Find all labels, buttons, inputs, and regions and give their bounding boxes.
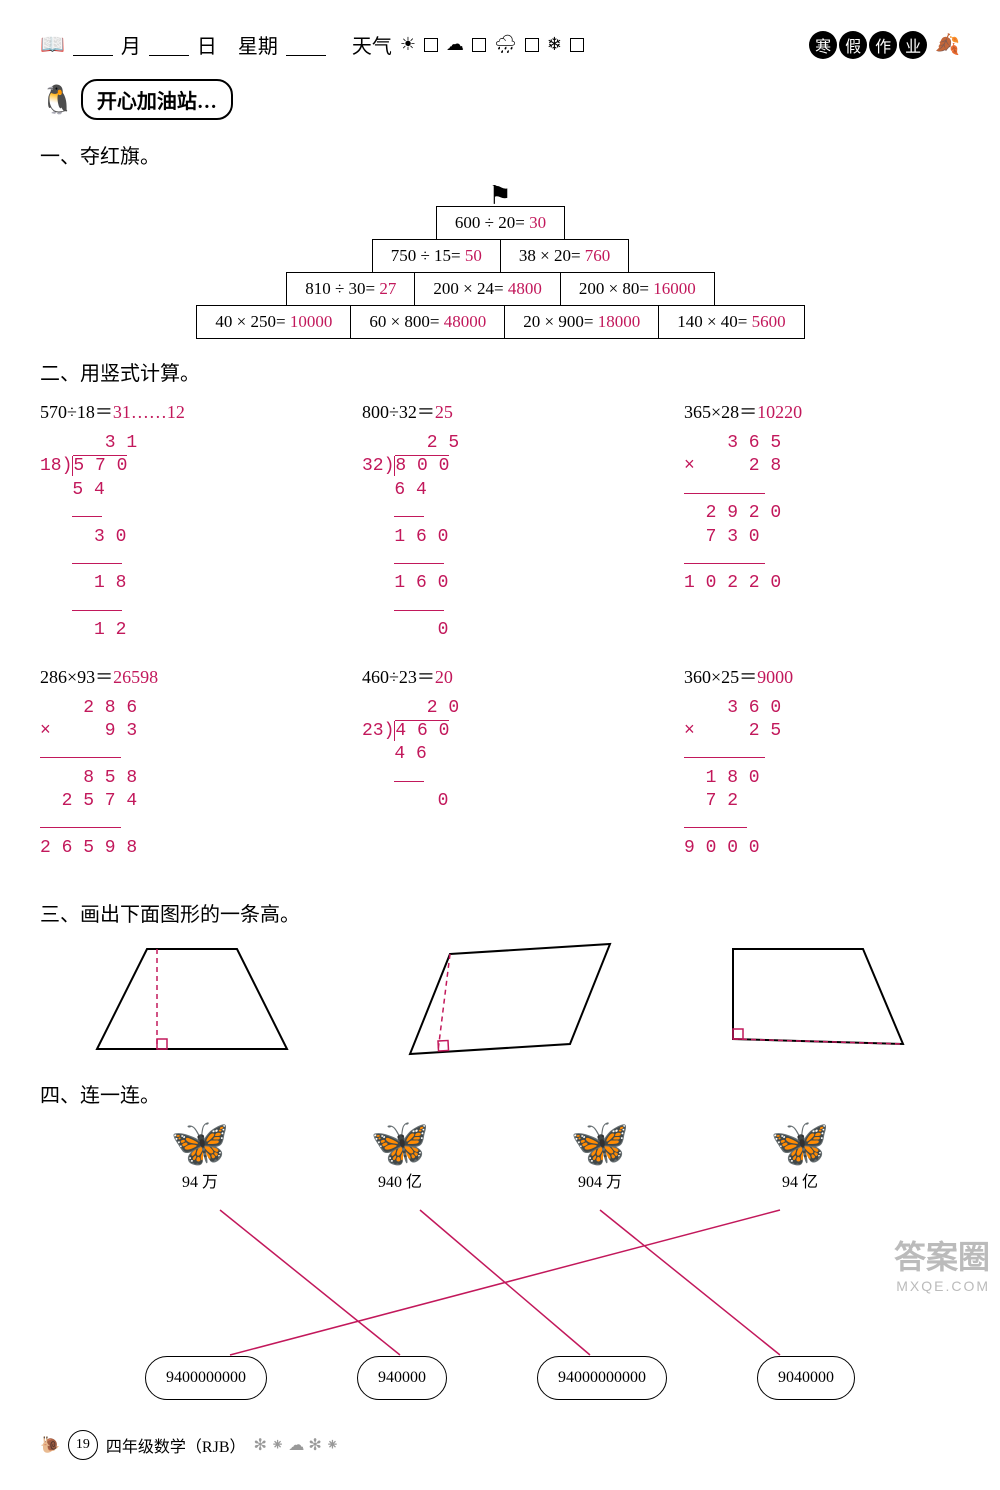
title-badge: 寒假作业: [809, 31, 927, 59]
shapes-row: [40, 939, 960, 1059]
station-banner: 🐧 开心加油站…: [40, 79, 960, 120]
weather-checkbox[interactable]: [424, 38, 438, 52]
book-icon: 📖: [40, 32, 65, 57]
cloud-item: 940000: [357, 1356, 447, 1400]
penguin-icon: 🐧: [40, 83, 75, 117]
watermark: 答案圈 MXQE.COM: [894, 1232, 990, 1294]
cloud-item: 9400000000: [145, 1356, 267, 1400]
section-4-title: 四、连一连。: [40, 1079, 960, 1108]
week-label: 星期: [238, 30, 278, 59]
station-label: 开心加油站…: [81, 79, 233, 120]
pyramid-cell: 200 × 80= 16000: [560, 272, 715, 306]
pyramid-cell: 60 × 800= 48000: [350, 305, 505, 339]
cloud-item: 9040000: [757, 1356, 855, 1400]
calc-problem: 365×28＝10220 3 6 5 × 2 8 2 9 2 0 7 3 0 1…: [684, 398, 960, 643]
snail-icon: 🐌: [40, 1435, 60, 1455]
day-blank[interactable]: [149, 34, 189, 56]
calc-problem: 286×93＝26598 2 8 6 × 9 3 8 5 8 2 5 7 4 2…: [40, 663, 316, 861]
calc-problem: 800÷32＝25 2 5 32)8 0 0 6 4 1 6 0 1 6 0 0: [362, 398, 638, 643]
pyramid-cell: 20 × 900= 18000: [504, 305, 659, 339]
page-footer: 🐌 19 四年级数学（RJB） ✻ ⁕ ☁ ✻ ⁕: [40, 1430, 960, 1460]
weather-checkbox[interactable]: [472, 38, 486, 52]
pyramid-cell: 750 ÷ 15= 50: [372, 239, 501, 273]
pyramid: ⚑ 600 ÷ 20= 30750 ÷ 15= 5038 × 20= 76081…: [150, 181, 850, 339]
weather-checkbox[interactable]: [525, 38, 539, 52]
parallelogram-shape: [390, 939, 620, 1059]
trapezoid-shape: [87, 939, 297, 1059]
section-3-title: 三、画出下面图形的一条高。: [40, 898, 960, 927]
pyramid-cell: 200 × 24= 4800: [414, 272, 560, 306]
snow-icon: ❄: [547, 34, 562, 55]
calc-problem: 460÷23＝20 2 0 23)4 6 0 4 6 0: [362, 663, 638, 861]
weather-label: 天气: [352, 30, 392, 59]
pyramid-cell: 810 ÷ 30= 27: [286, 272, 415, 306]
footer-label: 四年级数学（RJB）: [106, 1433, 246, 1457]
cloud-icon: ☁: [446, 34, 464, 55]
sun-icon: ☀: [400, 34, 416, 55]
pyramid-cell: 600 ÷ 20= 30: [436, 206, 565, 240]
leaf-icon: 🍂: [935, 32, 960, 57]
pyramid-cell: 140 × 40= 5600: [658, 305, 804, 339]
weather-checkbox[interactable]: [570, 38, 584, 52]
month-blank[interactable]: [73, 34, 113, 56]
calc-problem: 360×25＝9000 3 6 0 × 2 5 1 8 0 7 2 9 0 0 …: [684, 663, 960, 861]
page-header: 📖 月 日 星期 天气 ☀ ☁ 🌧 ❄ 寒假作业 🍂: [40, 30, 960, 59]
page-number: 19: [68, 1430, 98, 1460]
right-trapezoid-shape: [713, 939, 913, 1059]
pyramid-cell: 38 × 20= 760: [500, 239, 629, 273]
section-1-title: 一、夺红旗。: [40, 140, 960, 169]
pyramid-cell: 40 × 250= 10000: [196, 305, 351, 339]
month-label: 月: [121, 30, 141, 59]
day-label: 日: [197, 30, 217, 59]
calc-problem: 570÷18＝31……12 3 1 18)5 7 0 5 4 3 0 1 8 1…: [40, 398, 316, 643]
calc-row: 570÷18＝31……12 3 1 18)5 7 0 5 4 3 0 1 8 1…: [40, 398, 960, 663]
sparkle-icon: ✻ ⁕ ☁ ✻ ⁕: [254, 1435, 340, 1455]
matching-area: 🦋94 万🦋940 亿🦋904 万🦋94 亿 94000000009400009…: [100, 1120, 900, 1400]
calc-row: 286×93＝26598 2 8 6 × 9 3 8 5 8 2 5 7 4 2…: [40, 663, 960, 881]
section-2-title: 二、用竖式计算。: [40, 357, 960, 386]
rain-icon: 🌧: [494, 34, 517, 55]
cloud-item: 94000000000: [537, 1356, 667, 1400]
week-blank[interactable]: [286, 34, 326, 56]
